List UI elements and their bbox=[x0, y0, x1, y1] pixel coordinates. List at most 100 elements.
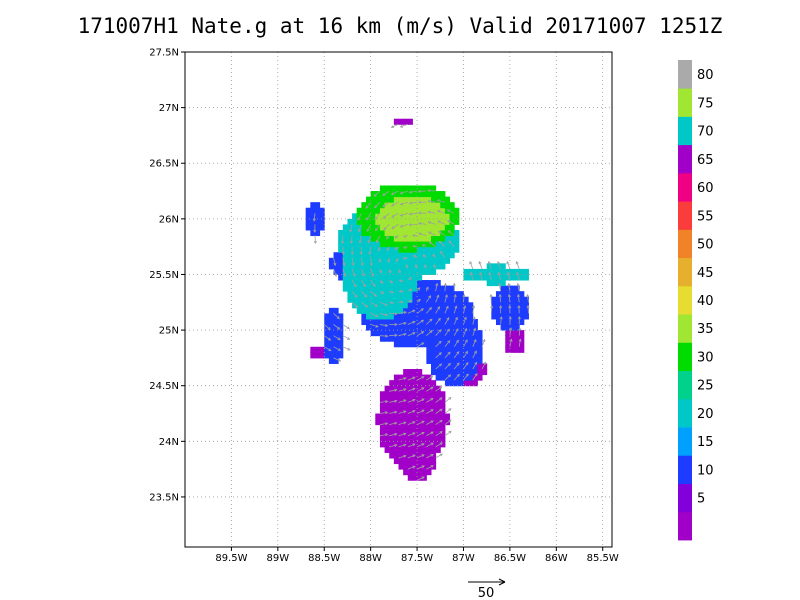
wind-cell bbox=[375, 419, 381, 426]
wind-cell bbox=[412, 246, 418, 253]
wind-cell bbox=[519, 313, 525, 320]
wind-cell bbox=[430, 296, 437, 303]
wind-vector-head bbox=[375, 228, 378, 232]
wind-vector-head bbox=[412, 432, 416, 436]
wind-cell bbox=[398, 196, 404, 203]
wind-cell bbox=[505, 302, 511, 309]
wind-vector-head bbox=[387, 259, 391, 263]
wind-cell bbox=[379, 196, 386, 203]
wind-cell bbox=[495, 307, 502, 314]
wind-vector bbox=[379, 324, 388, 327]
wind-cell bbox=[491, 296, 497, 303]
wind-cell bbox=[319, 352, 325, 359]
wind-cell bbox=[361, 207, 367, 214]
wind-vector bbox=[400, 123, 408, 128]
wind-cell bbox=[407, 441, 413, 448]
wind-cell bbox=[375, 235, 381, 242]
wind-cell bbox=[379, 191, 386, 198]
wind-vector bbox=[416, 387, 425, 392]
wind-cell bbox=[361, 224, 367, 231]
wind-cell bbox=[412, 291, 418, 298]
wind-cell bbox=[361, 318, 367, 326]
wind-vector-head bbox=[336, 316, 340, 320]
wind-cell bbox=[444, 224, 451, 231]
wind-cell bbox=[342, 241, 348, 248]
wind-cell bbox=[310, 218, 316, 225]
wind-cell bbox=[421, 213, 427, 220]
wind-vector bbox=[379, 423, 388, 425]
wind-cell bbox=[384, 307, 390, 314]
wind-cell bbox=[356, 229, 362, 237]
wind-cell bbox=[407, 380, 413, 387]
wind-vector bbox=[463, 373, 469, 381]
wind-vector bbox=[389, 411, 397, 414]
wind-vector bbox=[499, 294, 501, 303]
wind-cell bbox=[435, 430, 441, 437]
wind-cell bbox=[361, 257, 367, 264]
wind-cell bbox=[342, 252, 348, 259]
wind-cell bbox=[389, 218, 395, 225]
wind-cell bbox=[435, 224, 441, 231]
wind-cell bbox=[389, 213, 395, 220]
wind-vector bbox=[370, 268, 374, 277]
wind-cell bbox=[398, 296, 404, 303]
wind-cell bbox=[463, 274, 469, 281]
wind-cell bbox=[412, 302, 418, 309]
colorbar-swatch bbox=[678, 342, 692, 371]
colorbar-label: 10 bbox=[697, 463, 714, 478]
wind-vector-head bbox=[438, 329, 442, 333]
wind-cell bbox=[500, 324, 506, 331]
wind-vector bbox=[444, 351, 451, 359]
wind-vector bbox=[488, 261, 492, 270]
wind-vector bbox=[361, 268, 365, 277]
wind-cell bbox=[393, 313, 399, 320]
wind-vector bbox=[409, 224, 418, 226]
wind-cell bbox=[407, 374, 413, 381]
wind-vector bbox=[444, 408, 452, 414]
wind-cell bbox=[449, 202, 455, 209]
wind-cell bbox=[417, 280, 423, 287]
wind-cell bbox=[472, 352, 478, 359]
wind-cell bbox=[435, 346, 441, 353]
wind-cell bbox=[430, 291, 437, 298]
wind-cell bbox=[430, 407, 437, 415]
wind-cell bbox=[435, 307, 441, 314]
wind-vector-head bbox=[474, 361, 478, 365]
wind-cell bbox=[449, 380, 455, 387]
wind-vector-head bbox=[435, 282, 439, 287]
wind-cell bbox=[435, 280, 441, 287]
wind-cell bbox=[379, 246, 386, 253]
wind-cell bbox=[366, 313, 372, 320]
wind-cell bbox=[463, 346, 469, 353]
wind-vector-head bbox=[421, 476, 425, 480]
wind-vector-head bbox=[380, 291, 385, 294]
wind-cell bbox=[342, 229, 348, 237]
wind-cell bbox=[449, 324, 455, 331]
wind-vector-head bbox=[430, 454, 434, 457]
wind-vector bbox=[453, 294, 456, 303]
wind-vector bbox=[418, 222, 427, 225]
wind-vector bbox=[342, 335, 350, 340]
wind-cell bbox=[389, 296, 395, 303]
wind-vector bbox=[400, 212, 408, 217]
wind-cell bbox=[305, 218, 311, 225]
wind-vector-head bbox=[436, 209, 441, 213]
wind-vector-head bbox=[349, 240, 353, 245]
wind-cell bbox=[440, 224, 446, 231]
wind-cell bbox=[352, 241, 358, 248]
wind-cell bbox=[435, 263, 441, 270]
wind-cell bbox=[384, 441, 390, 448]
wind-cell bbox=[417, 430, 423, 437]
wind-cell bbox=[393, 118, 399, 125]
wind-vector bbox=[444, 317, 450, 325]
wind-cell bbox=[398, 407, 404, 415]
wind-cell bbox=[440, 357, 446, 364]
wind-cell bbox=[430, 207, 437, 214]
wind-cell bbox=[454, 346, 460, 353]
wind-cell bbox=[379, 263, 386, 270]
wind-cell bbox=[398, 374, 404, 381]
wind-cell bbox=[338, 330, 344, 337]
wind-vector-head bbox=[374, 216, 378, 220]
wind-cell bbox=[403, 446, 409, 453]
wind-cell bbox=[509, 307, 516, 314]
